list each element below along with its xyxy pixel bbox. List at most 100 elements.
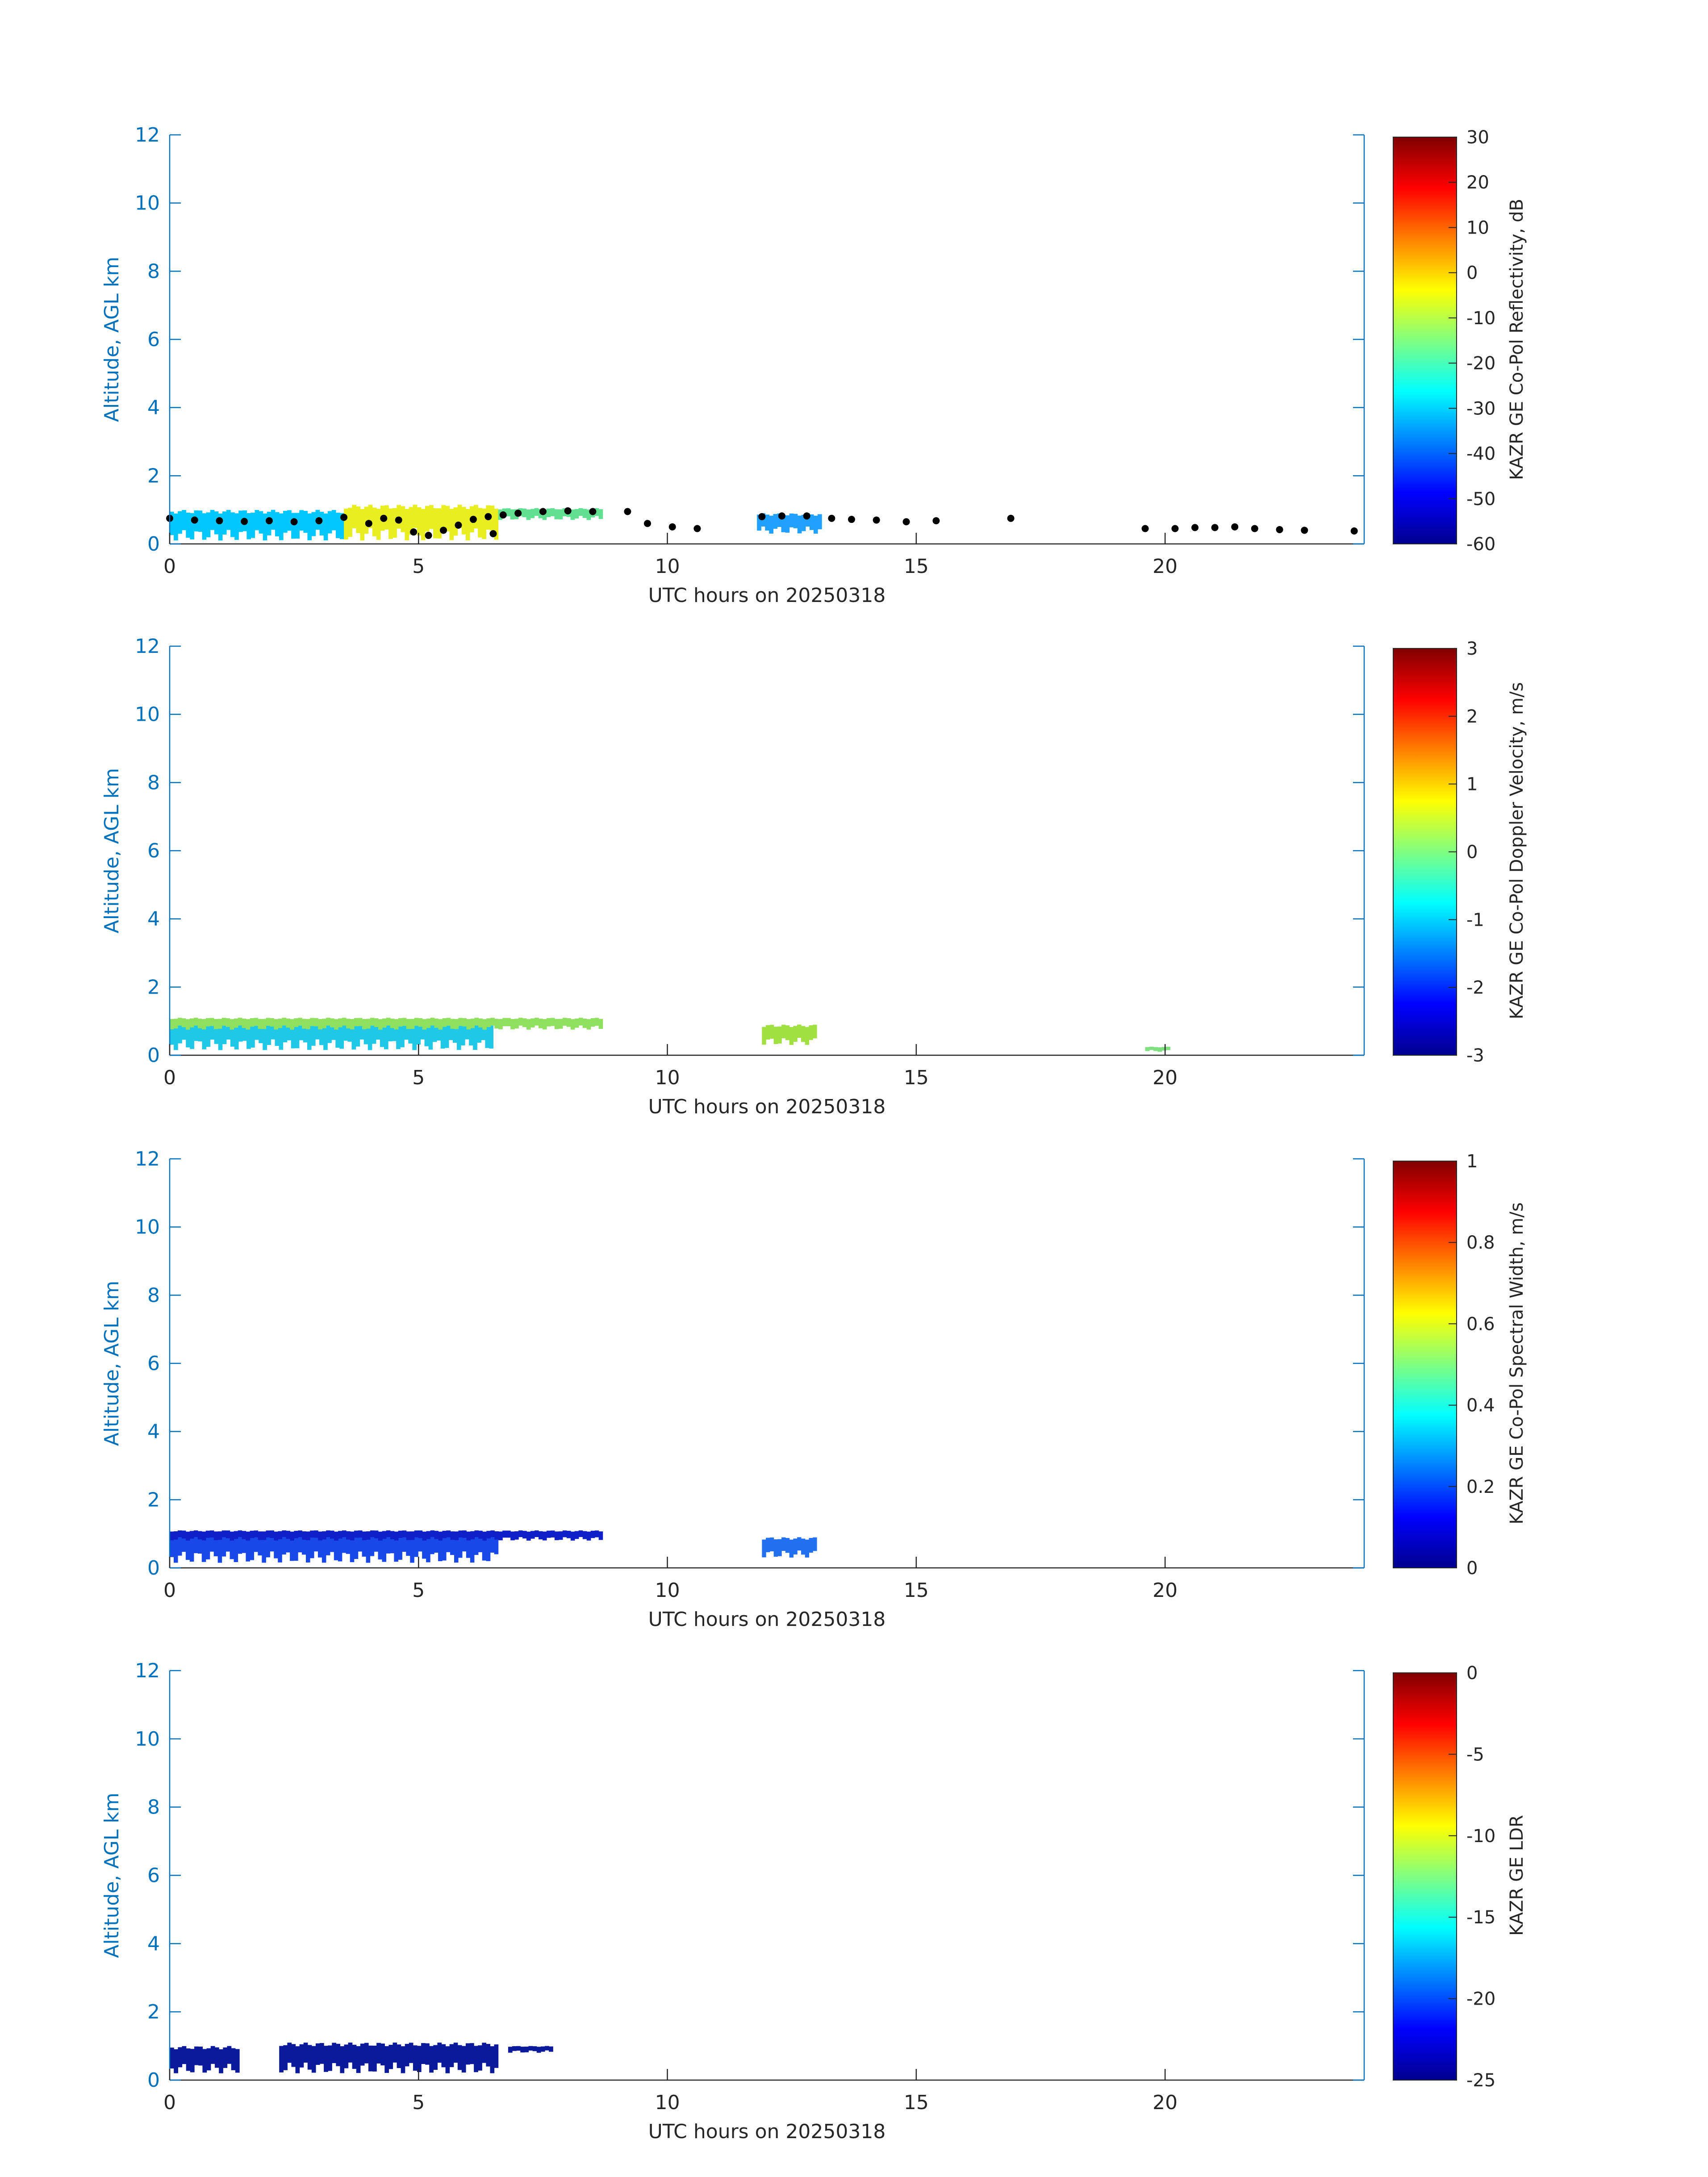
echo-column	[498, 1531, 503, 1541]
colorbar-label: KAZR GE Co-Pol Reflectivity, dB	[1507, 199, 1527, 480]
echo-column	[352, 505, 356, 528]
echo-column	[331, 510, 336, 531]
echo-column	[457, 505, 462, 528]
x-tick-label: 10	[655, 1579, 680, 1602]
x-tick-label: 0	[163, 555, 176, 578]
y-tick-label: 8	[147, 1796, 160, 1819]
y-tick-label: 8	[147, 260, 160, 283]
echo-column	[282, 1530, 286, 1537]
echo-column	[194, 2046, 199, 2065]
echo-column	[394, 1531, 399, 1541]
echo-column	[558, 509, 563, 520]
echo-column	[270, 1018, 275, 1027]
colorbar-tick-label: -40	[1466, 444, 1495, 464]
echo-column	[258, 1531, 263, 1540]
echo-column	[442, 1018, 447, 1027]
echo-column	[474, 1531, 479, 1555]
echo-column	[530, 1018, 535, 1028]
echo-column	[178, 511, 182, 534]
echo-column	[478, 1530, 483, 1552]
echo-column	[582, 509, 587, 518]
cloud-base-point	[440, 526, 447, 534]
colorbar-tick-label: -10	[1466, 308, 1495, 329]
echo-column	[186, 2048, 191, 2071]
echo-column	[477, 1020, 481, 1043]
y-tick-label: 10	[135, 703, 160, 726]
colorbar-tick-label: 30	[1466, 127, 1489, 148]
echo-column	[429, 505, 434, 529]
echo-column	[210, 1020, 215, 1040]
echo-column	[238, 510, 243, 532]
cloud-base-point	[395, 516, 402, 524]
echo-column	[339, 1023, 344, 1049]
echo-column	[540, 2046, 545, 2052]
echo-column	[266, 1018, 271, 1026]
echo-column	[388, 508, 393, 539]
echo-column	[430, 1530, 435, 1537]
echo-column	[520, 2047, 525, 2053]
echo-column	[173, 1531, 178, 1540]
echo-column	[406, 1531, 411, 1540]
echo-column	[226, 1018, 230, 1027]
cloud-base-point	[265, 517, 273, 525]
echo-column	[217, 1531, 222, 1540]
echo-column	[441, 505, 446, 529]
echo-column	[766, 1538, 770, 1552]
colorbar	[1393, 1161, 1457, 1568]
echo-column	[324, 2046, 328, 2072]
echo-column	[306, 1531, 310, 1541]
echo-column	[430, 1531, 434, 1554]
echo-column	[378, 1531, 383, 1541]
echo-column	[801, 514, 806, 531]
panel-4: 0 2 4 6 8 10 12 0 5 10 15 20 UTC hours on 20250318 Al…	[100, 1659, 1527, 2143]
x-axis-label: UTC hours on 20250318	[648, 1608, 886, 1631]
echo-column	[271, 510, 276, 530]
echo-column	[238, 1530, 242, 1537]
echo-column	[429, 2046, 434, 2073]
echo-column	[177, 1530, 182, 1538]
echo-column	[255, 1020, 259, 1040]
cloud-base-point	[216, 517, 223, 525]
echo-column	[362, 1531, 367, 1541]
echo-column	[502, 1018, 507, 1026]
echo-column	[549, 2046, 553, 2052]
y-tick-label: 0	[147, 1044, 160, 1067]
echo-column	[543, 1019, 547, 1030]
echo-column	[408, 1021, 413, 1044]
colorbar-tick-label: 3	[1466, 639, 1478, 659]
echo-column	[392, 1020, 397, 1041]
echo-column	[426, 1018, 431, 1028]
x-tick-label: 5	[412, 2091, 425, 2114]
echo-column	[421, 2043, 426, 2064]
echo-column	[170, 1532, 174, 1557]
echo-column	[198, 2046, 203, 2066]
echo-column	[502, 1530, 507, 1538]
cloud-base-point	[848, 516, 855, 523]
echo-column	[299, 2044, 304, 2068]
echo-column	[340, 513, 344, 539]
echo-column	[486, 1531, 491, 1539]
cloud-base-point	[778, 512, 785, 520]
cloud-base-point	[668, 523, 676, 531]
echo-column	[266, 1532, 270, 1558]
echo-column	[287, 2043, 292, 2063]
echo-column	[358, 1530, 363, 1538]
cloud-base-point	[241, 518, 248, 525]
echo-column	[206, 1022, 211, 1047]
echo-column	[263, 513, 267, 541]
echo-column	[182, 510, 186, 531]
x-axis-label: UTC hours on 20250318	[648, 1095, 886, 1118]
echo-column	[197, 1019, 202, 1028]
y-tick-label: 2	[147, 2001, 160, 2023]
echo-column	[518, 1530, 523, 1538]
cloud-base-point	[828, 514, 835, 522]
echo-column	[262, 1019, 267, 1029]
echo-column	[490, 1530, 495, 1538]
cloud-base-point	[624, 508, 631, 515]
echo-column	[522, 1018, 527, 1028]
cloud-base-point	[315, 517, 323, 525]
echo-column	[428, 1023, 433, 1050]
echo-column	[797, 515, 802, 534]
cloud-base-point	[489, 530, 497, 538]
y-tick-label: 12	[135, 1148, 160, 1170]
